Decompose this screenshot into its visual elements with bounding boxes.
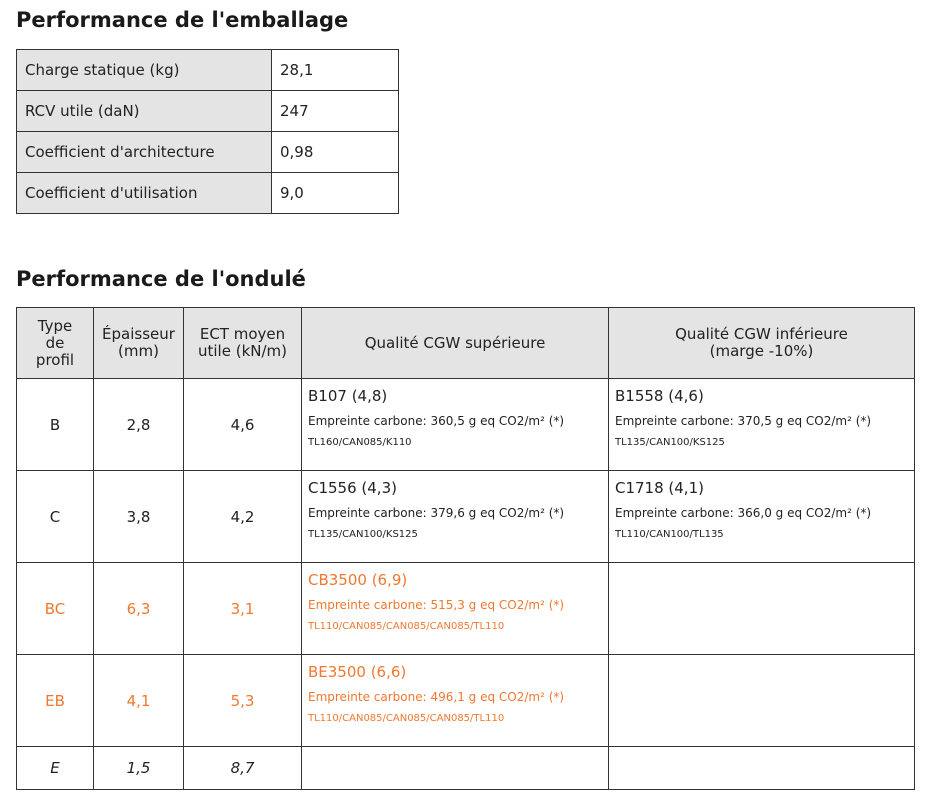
table-row: C 3,8 4,2 C1556 (4,3) Empreinte carbone:… — [16, 470, 915, 563]
table-row: Charge statique (kg) 28,1 — [16, 49, 399, 91]
header-lower-quality: Qualité CGW inférieure (marge -10%) — [608, 307, 915, 379]
table-row: BC 6,3 3,1 CB3500 (6,9) Empreinte carbon… — [16, 562, 915, 655]
carbon-footprint: Empreinte carbone: 379,6 g eq CO2/m² (*) — [308, 506, 565, 520]
cell-lower-quality: C1718 (4,1) Empreinte carbone: 366,0 g e… — [608, 470, 915, 563]
carbon-footprint: Empreinte carbone: 370,5 g eq CO2/m² (*) — [615, 414, 872, 428]
cell-thickness: 1,5 — [93, 746, 184, 790]
row-value: 247 — [271, 90, 399, 132]
grade-name: CB3500 (6,9) — [308, 571, 408, 589]
cell-thickness: 2,8 — [93, 378, 184, 471]
row-value: 9,0 — [271, 172, 399, 214]
table-row: Coefficient d'architecture 0,98 — [16, 131, 399, 173]
header-upper-quality: Qualité CGW supérieure — [301, 307, 609, 379]
cell-thickness: 3,8 — [93, 470, 184, 563]
cell-type: C — [16, 470, 94, 563]
row-value: 0,98 — [271, 131, 399, 173]
cell-lower-quality — [608, 562, 915, 655]
row-value: 28,1 — [271, 49, 399, 91]
cell-thickness: 6,3 — [93, 562, 184, 655]
grade-name: C1556 (4,3) — [308, 479, 397, 497]
composition: TL110/CAN100/TL135 — [615, 529, 724, 540]
cell-type: BC — [16, 562, 94, 655]
cell-upper-quality: CB3500 (6,9) Empreinte carbone: 515,3 g … — [301, 562, 609, 655]
carbon-footprint: Empreinte carbone: 360,5 g eq CO2/m² (*) — [308, 414, 565, 428]
composition: TL135/CAN100/KS125 — [615, 437, 725, 448]
grade-name: B107 (4,8) — [308, 387, 388, 405]
composition: TL110/CAN085/CAN085/CAN085/TL110 — [308, 713, 505, 724]
header-row: Type de profil Épaisseur (mm) ECT moyen … — [16, 307, 915, 379]
header-ect: ECT moyen utile (kN/m) — [183, 307, 302, 379]
ondule-table: Type de profil Épaisseur (mm) ECT moyen … — [16, 307, 915, 790]
carbon-footprint: Empreinte carbone: 496,1 g eq CO2/m² (*) — [308, 690, 565, 704]
table-row: RCV utile (daN) 247 — [16, 90, 399, 132]
carbon-footprint: Empreinte carbone: 366,0 g eq CO2/m² (*) — [615, 506, 872, 520]
grade-name: BE3500 (6,6) — [308, 663, 407, 681]
cell-upper-quality: BE3500 (6,6) Empreinte carbone: 496,1 g … — [301, 654, 609, 747]
row-label: RCV utile (daN) — [16, 90, 272, 132]
cell-ect: 4,6 — [183, 378, 302, 471]
cell-lower-quality — [608, 654, 915, 747]
packaging-table: Charge statique (kg) 28,1 RCV utile (daN… — [16, 49, 399, 214]
cell-lower-quality — [608, 746, 915, 790]
table-row: Coefficient d'utilisation 9,0 — [16, 172, 399, 214]
cell-type: E — [16, 746, 94, 790]
cell-lower-quality: B1558 (4,6) Empreinte carbone: 370,5 g e… — [608, 378, 915, 471]
cell-thickness: 4,1 — [93, 654, 184, 747]
composition: TL110/CAN085/CAN085/CAN085/TL110 — [308, 621, 505, 632]
packaging-title: Performance de l'emballage — [16, 8, 349, 32]
cell-ect: 3,1 — [183, 562, 302, 655]
table-row: EB 4,1 5,3 BE3500 (6,6) Empreinte carbon… — [16, 654, 915, 747]
row-label: Charge statique (kg) — [16, 49, 272, 91]
header-type: Type de profil — [16, 307, 94, 379]
row-label: Coefficient d'utilisation — [16, 172, 272, 214]
carbon-footprint: Empreinte carbone: 515,3 g eq CO2/m² (*) — [308, 598, 565, 612]
cell-ect: 8,7 — [183, 746, 302, 790]
header-thickness: Épaisseur (mm) — [93, 307, 184, 379]
grade-name: C1718 (4,1) — [615, 479, 704, 497]
cell-upper-quality: B107 (4,8) Empreinte carbone: 360,5 g eq… — [301, 378, 609, 471]
grade-name: B1558 (4,6) — [615, 387, 704, 405]
cell-upper-quality: C1556 (4,3) Empreinte carbone: 379,6 g e… — [301, 470, 609, 563]
cell-ect: 4,2 — [183, 470, 302, 563]
composition: TL160/CAN085/K110 — [308, 437, 412, 448]
ondule-title: Performance de l'ondulé — [16, 267, 306, 291]
cell-type: B — [16, 378, 94, 471]
row-label: Coefficient d'architecture — [16, 131, 272, 173]
cell-upper-quality — [301, 746, 609, 790]
composition: TL135/CAN100/KS125 — [308, 529, 418, 540]
cell-ect: 5,3 — [183, 654, 302, 747]
table-row: B 2,8 4,6 B107 (4,8) Empreinte carbone: … — [16, 378, 915, 471]
table-row: E 1,5 8,7 — [16, 746, 915, 790]
cell-type: EB — [16, 654, 94, 747]
